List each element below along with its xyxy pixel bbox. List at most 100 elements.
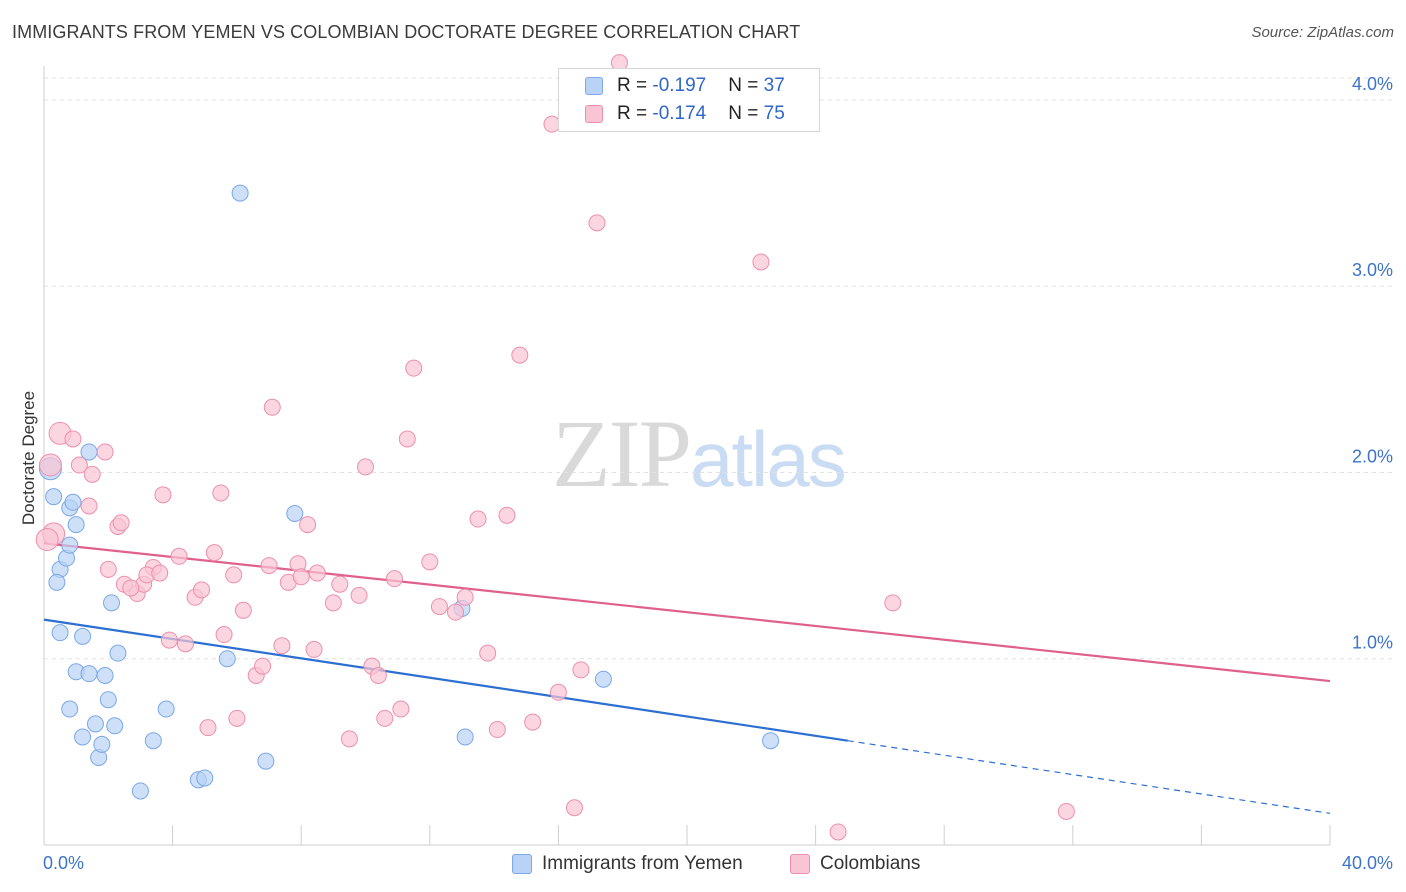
point-colombians: [308, 564, 326, 582]
legend-r-value: -0.197: [652, 75, 707, 96]
point-colombians: [469, 510, 487, 528]
point-colombians: [884, 594, 902, 612]
bottom-legend-swatch-blue: [512, 854, 532, 874]
trendlines: [43, 542, 1331, 814]
point-colombians: [588, 214, 606, 232]
point-colombians: [572, 661, 590, 679]
point-colombians: [292, 568, 310, 586]
point-colombians: [331, 575, 349, 593]
axes: [43, 66, 1331, 846]
point-yemen: [51, 624, 69, 642]
watermark-atlas: atlas: [690, 415, 847, 503]
point-yemen: [86, 715, 104, 733]
watermark: ZIPatlas: [552, 398, 847, 509]
point-colombians: [170, 547, 188, 565]
point-colombians: [199, 719, 217, 737]
trendline-yemen-extension: [847, 740, 1331, 814]
point-colombians: [479, 644, 497, 662]
point-yemen: [286, 504, 304, 522]
point-yemen: [594, 670, 612, 688]
point-colombians: [524, 713, 542, 731]
point-colombians: [357, 458, 374, 476]
legend-row-colombians: R = -0.174 N = 75: [585, 100, 785, 128]
point-colombians: [80, 497, 98, 515]
point-colombians: [112, 514, 130, 532]
grid-lines: [44, 77, 1392, 660]
point-colombians: [260, 557, 278, 575]
bottom-legend-colombians: Colombians: [790, 852, 920, 876]
legend-swatch-blue: [585, 77, 603, 95]
data-points: [35, 54, 1075, 841]
point-yemen: [109, 644, 127, 662]
chart-title: IMMIGRANTS FROM YEMEN VS COLOMBIAN DOCTO…: [12, 22, 801, 42]
x-tick-label-min: 0.0%: [43, 853, 84, 873]
watermark-zip: ZIP: [552, 400, 692, 507]
point-colombians: [154, 486, 172, 504]
point-colombians: [385, 570, 403, 588]
bottom-legend-label: Immigrants from Yemen: [542, 853, 743, 874]
point-yemen: [456, 728, 474, 746]
point-yemen: [231, 184, 249, 202]
x-tick-label-max: 40.0%: [1342, 853, 1393, 873]
point-colombians: [151, 564, 169, 582]
point-colombians: [549, 683, 567, 701]
point-colombians: [38, 453, 62, 477]
point-yemen: [218, 650, 236, 668]
y-tick-label: 1.0%: [1352, 633, 1393, 653]
point-colombians: [254, 657, 272, 675]
legend-r-value: -0.174: [652, 103, 707, 124]
point-yemen: [144, 732, 162, 750]
point-colombians: [421, 553, 439, 571]
y-tick-label: 3.0%: [1352, 260, 1393, 280]
point-colombians: [752, 253, 770, 271]
point-colombians: [228, 709, 246, 727]
point-yemen: [67, 516, 85, 534]
y-tick-label: 2.0%: [1352, 446, 1393, 466]
point-colombians: [829, 823, 847, 841]
point-colombians: [565, 799, 583, 817]
point-yemen: [106, 717, 124, 735]
point-colombians: [83, 465, 101, 483]
point-colombians: [350, 586, 368, 604]
point-yemen: [74, 728, 92, 746]
point-yemen: [64, 493, 82, 511]
point-yemen: [762, 732, 780, 750]
point-yemen: [257, 752, 275, 770]
point-colombians: [176, 635, 194, 653]
point-yemen: [103, 594, 121, 612]
legend-n-value: 37: [763, 75, 785, 96]
point-yemen: [74, 627, 92, 645]
point-colombians: [299, 516, 317, 534]
trendline-colombians: [43, 542, 1331, 683]
point-colombians: [96, 443, 114, 461]
point-colombians: [263, 398, 281, 416]
point-colombians: [234, 601, 252, 619]
y-tick-label: 4.0%: [1352, 74, 1393, 94]
point-colombians: [447, 603, 465, 621]
point-colombians: [122, 579, 140, 597]
point-colombians: [225, 566, 243, 584]
legend-row-yemen: R = -0.197 N = 37: [585, 72, 785, 100]
y-axis-label: Doctorate Degree: [19, 391, 38, 525]
point-colombians: [35, 528, 59, 552]
bottom-legend-yemen: Immigrants from Yemen: [512, 852, 743, 876]
point-colombians: [498, 506, 516, 524]
bottom-legend-label: Colombians: [820, 853, 921, 874]
point-colombians: [340, 730, 358, 748]
point-yemen: [80, 665, 98, 683]
point-colombians: [430, 598, 448, 616]
point-yemen: [93, 735, 111, 753]
point-yemen: [131, 782, 149, 800]
tick-labels: 1.0% 2.0% 3.0% 4.0% 0.0% 40.0%: [43, 74, 1393, 873]
point-colombians: [215, 626, 233, 644]
legend-n-label: N =: [728, 75, 764, 96]
point-yemen: [99, 691, 117, 709]
legend-swatch-pink: [585, 105, 603, 123]
point-yemen: [96, 666, 114, 684]
point-colombians: [160, 631, 178, 649]
legend: R = -0.197 N = 37 R = -0.174 N = 75: [558, 68, 820, 132]
legend-r-label: R =: [617, 103, 653, 124]
point-colombians: [369, 666, 387, 684]
trendline-yemen: [43, 618, 848, 742]
